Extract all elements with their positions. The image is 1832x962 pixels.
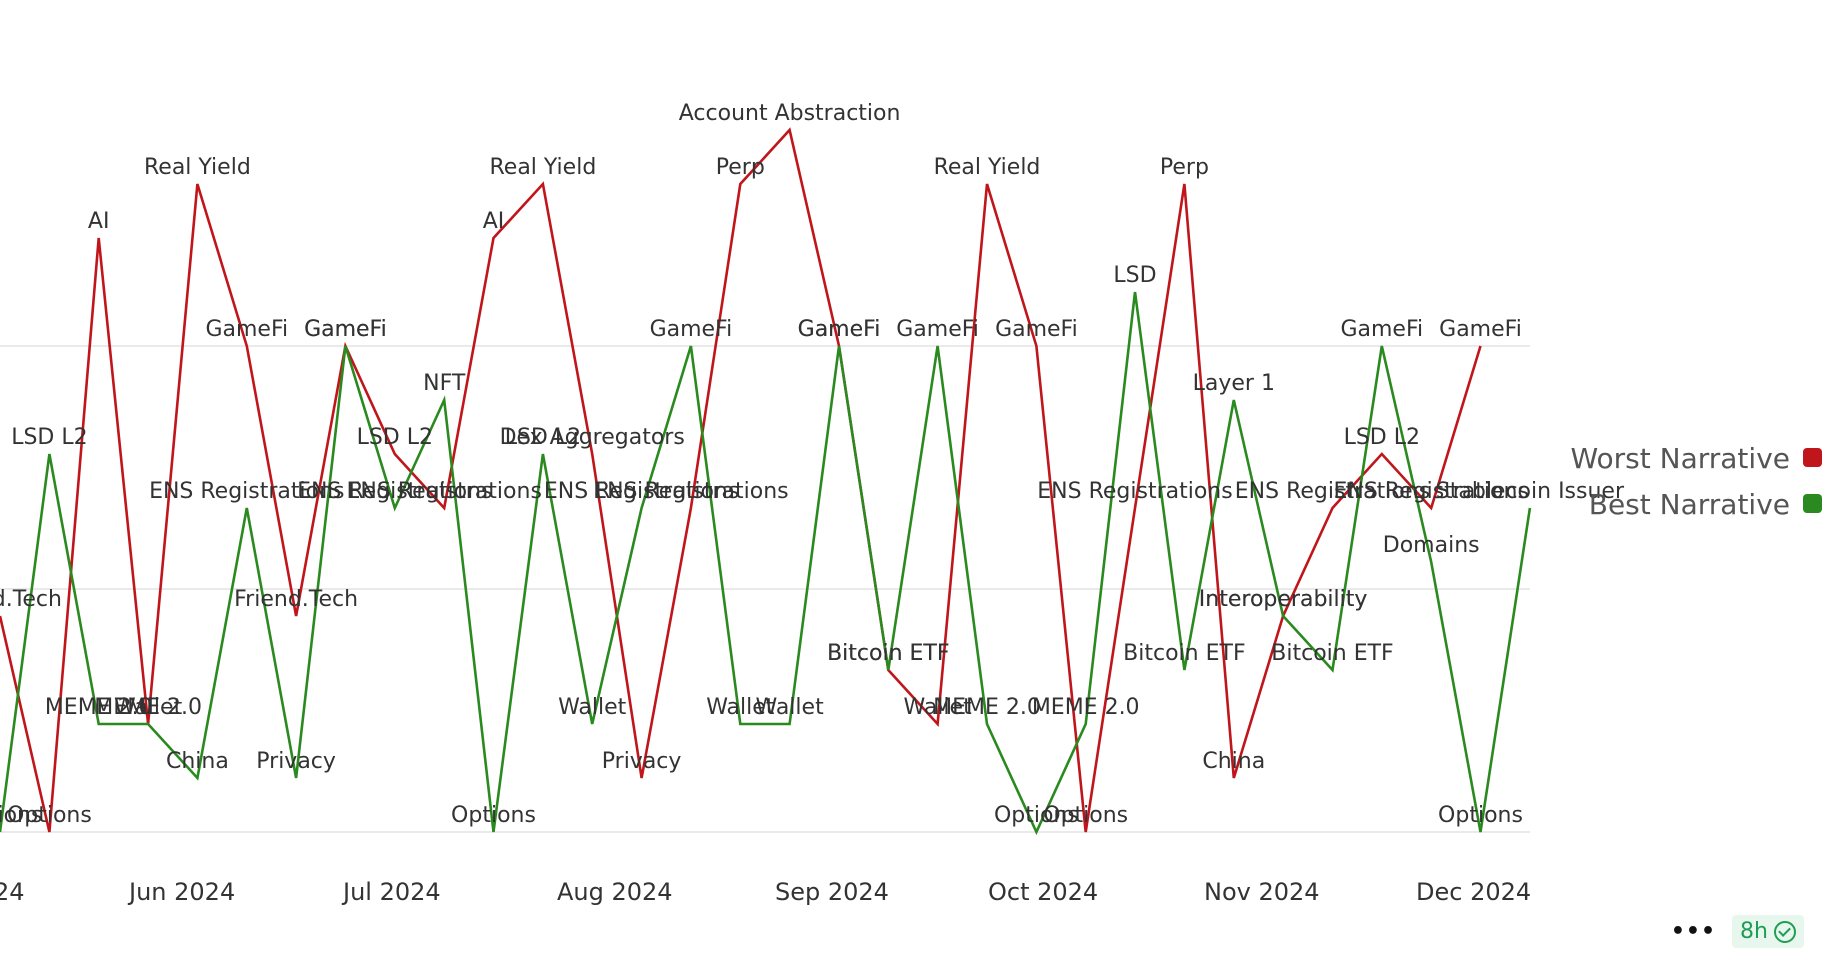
legend-label-best: Best Narrative — [1589, 488, 1790, 521]
data-label: GameFi — [1439, 317, 1522, 342]
data-label: Privacy — [602, 749, 682, 774]
data-label: Options — [451, 803, 536, 828]
data-label: China — [166, 749, 229, 774]
data-label: LSD L2 — [357, 425, 433, 450]
data-label: AI — [88, 209, 110, 234]
data-label: Options — [994, 803, 1079, 828]
data-label: Domains — [1383, 533, 1480, 558]
x-axis: 24 Jun 2024 Jul 2024 Aug 2024 Sep 2024 O… — [0, 878, 1531, 906]
series-line-best-narrative[interactable] — [0, 291, 1532, 836]
data-label: Bitcoin ETF — [827, 641, 949, 666]
series-line-worst-narrative[interactable] — [0, 127, 1482, 833]
x-tick-label: Nov 2024 — [1204, 878, 1320, 906]
data-label: NFT — [423, 371, 466, 396]
data-label: GameFi — [1340, 317, 1423, 342]
data-label: Real Yield — [144, 155, 251, 180]
data-label: Options — [1043, 803, 1128, 828]
data-label: Interoperability — [1199, 587, 1368, 612]
data-label: Account Abstraction — [679, 101, 901, 126]
data-label: Bitcoin ETF — [1123, 641, 1245, 666]
data-label: ENS Registrations — [1235, 479, 1430, 504]
data-label: ENS Registrations — [297, 479, 492, 504]
series-layer — [0, 127, 1532, 836]
data-label: Friend.Tech — [234, 587, 358, 612]
footer-bar: ••• 8h — [1671, 915, 1804, 948]
data-label: MEME 2.0 — [933, 695, 1041, 720]
data-label: Layer 1 — [1193, 371, 1275, 396]
x-tick-label: Sep 2024 — [775, 878, 889, 906]
legend: Worst Narrative Best Narrative — [1570, 442, 1822, 521]
data-label: Wallet — [114, 695, 183, 720]
data-label: GameFi — [798, 317, 881, 342]
data-label: ENS Registrations — [1037, 479, 1232, 504]
data-label: Real Yield — [489, 155, 596, 180]
data-label: Friend.Tech — [0, 587, 62, 612]
data-label: LSD L2 — [1344, 425, 1420, 450]
legend-label-worst: Worst Narrative — [1570, 442, 1790, 475]
data-label: GameFi — [304, 317, 387, 342]
data-label: China — [1202, 749, 1265, 774]
data-label: Options — [0, 803, 42, 828]
data-label: Interoperability — [1199, 587, 1368, 612]
data-label: Wallet — [558, 695, 627, 720]
data-label: LSD — [1113, 263, 1156, 288]
data-label: LSD L2 — [505, 425, 581, 450]
x-tick-label: Jul 2024 — [341, 878, 441, 906]
data-label: Options — [7, 803, 92, 828]
gridlines — [0, 345, 1530, 833]
refresh-interval: 8h — [1740, 919, 1768, 944]
point-labels: Friend.Tech Options AI Wallet Real Yield Game… — [0, 101, 1625, 828]
check-circle-icon — [1774, 920, 1796, 943]
x-tick-label: Oct 2024 — [988, 878, 1098, 906]
data-label: Perp — [1160, 155, 1209, 180]
data-label: Bitcoin ETF — [1271, 641, 1393, 666]
data-label: Bitcoin ETF — [827, 641, 949, 666]
x-tick-label: Aug 2024 — [557, 878, 673, 906]
refresh-status-badge[interactable]: 8h — [1732, 915, 1804, 948]
data-label: Options — [1438, 803, 1523, 828]
data-label: GameFi — [650, 317, 733, 342]
x-tick-label: 24 — [0, 878, 25, 906]
data-label: GameFi — [896, 317, 979, 342]
data-label: MEME 2.0 — [45, 695, 153, 720]
data-label: Wallet — [755, 695, 824, 720]
data-label: ENS Registrations — [149, 479, 344, 504]
legend-swatch-worst[interactable] — [1803, 448, 1822, 467]
data-label: GameFi — [798, 317, 881, 342]
data-label: Privacy — [256, 749, 336, 774]
data-label: GameFi — [304, 317, 387, 342]
data-label: Dex Aggregators — [500, 425, 685, 450]
data-label: Real Yield — [934, 155, 1041, 180]
data-label: GameFi — [205, 317, 288, 342]
data-label: Wallet — [903, 695, 972, 720]
data-label: LSD L2 — [11, 425, 87, 450]
data-label: Stablecoin Issuer — [1436, 479, 1625, 504]
data-label: MEME 2.0 — [94, 695, 202, 720]
data-label: ENS Registrations — [593, 479, 788, 504]
data-label: Wallet — [706, 695, 775, 720]
data-label: ENS Registrations — [346, 479, 541, 504]
data-label: GameFi — [995, 317, 1078, 342]
legend-swatch-best[interactable] — [1803, 494, 1822, 513]
data-label: Perp — [716, 155, 765, 180]
data-label: ENS Registrations — [544, 479, 739, 504]
x-tick-label: Dec 2024 — [1416, 878, 1531, 906]
x-tick-label: Jun 2024 — [127, 878, 235, 906]
more-options-button[interactable]: ••• — [1670, 919, 1717, 944]
data-label: ENS Registrations — [1333, 479, 1528, 504]
data-label: MEME 2.0 — [1032, 695, 1140, 720]
data-label: AI — [483, 209, 505, 234]
